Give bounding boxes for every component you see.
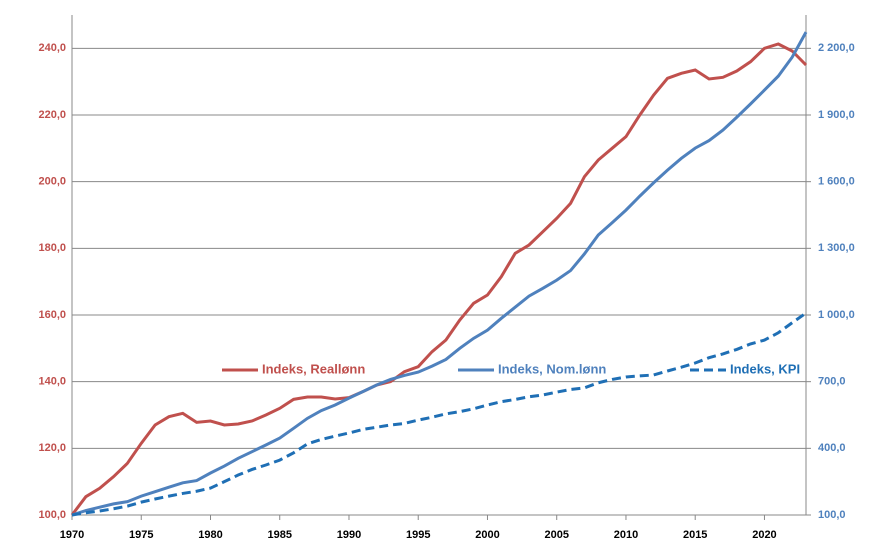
series-line bbox=[71, 31, 808, 517]
y2-tick-label: 1 900,0 bbox=[818, 109, 855, 121]
y-tick-label: 100,0 bbox=[38, 509, 66, 521]
y2-tick-label: 1 600,0 bbox=[818, 176, 855, 188]
x-tick-label: 2020 bbox=[752, 529, 776, 541]
x-tick-label: 1975 bbox=[129, 529, 153, 541]
x-tick-label: 1970 bbox=[60, 529, 84, 541]
y-tick-label: 120,0 bbox=[38, 442, 66, 454]
y2-tick-label: 400,0 bbox=[818, 442, 846, 454]
y2-tick-label: 100,0 bbox=[818, 509, 846, 521]
legend-label: Indeks, Reallønn bbox=[262, 361, 365, 376]
x-tick-label: 2015 bbox=[683, 529, 707, 541]
x-tick-label: 1990 bbox=[337, 529, 361, 541]
y-tick-label: 220,0 bbox=[38, 109, 66, 121]
x-tick-label: 2000 bbox=[475, 529, 499, 541]
legend-label: Indeks, KPI bbox=[730, 361, 800, 376]
series-line bbox=[70, 42, 808, 516]
y2-tick-label: 1 000,0 bbox=[818, 309, 855, 321]
y2-tick-label: 1 300,0 bbox=[818, 242, 855, 254]
y2-tick-label: 700,0 bbox=[818, 376, 846, 388]
x-tick-label: 1995 bbox=[406, 529, 430, 541]
series-line bbox=[71, 311, 807, 517]
x-tick-label: 2005 bbox=[544, 529, 568, 541]
y2-tick-label: 2 200,0 bbox=[818, 42, 855, 54]
y-tick-label: 140,0 bbox=[38, 376, 66, 388]
y-tick-label: 180,0 bbox=[38, 242, 66, 254]
y-tick-label: 240,0 bbox=[38, 42, 66, 54]
y-tick-label: 160,0 bbox=[38, 309, 66, 321]
y-tick-label: 200,0 bbox=[38, 176, 66, 188]
x-tick-label: 1985 bbox=[267, 529, 291, 541]
x-tick-label: 1980 bbox=[198, 529, 222, 541]
x-tick-label: 2010 bbox=[614, 529, 638, 541]
legend-label: Indeks, Nom.lønn bbox=[498, 361, 606, 376]
